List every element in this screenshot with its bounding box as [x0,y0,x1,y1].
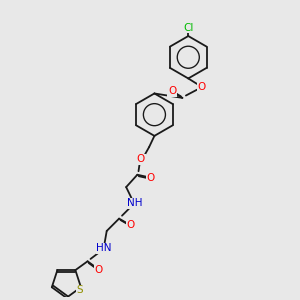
Text: O: O [197,82,206,92]
Text: O: O [126,220,134,230]
Text: O: O [137,154,145,164]
Text: Cl: Cl [183,23,194,33]
Text: HN: HN [96,243,112,253]
Text: O: O [146,173,155,183]
Text: NH: NH [127,198,142,208]
Text: O: O [168,86,176,96]
Text: O: O [94,265,103,275]
Text: S: S [76,285,83,295]
